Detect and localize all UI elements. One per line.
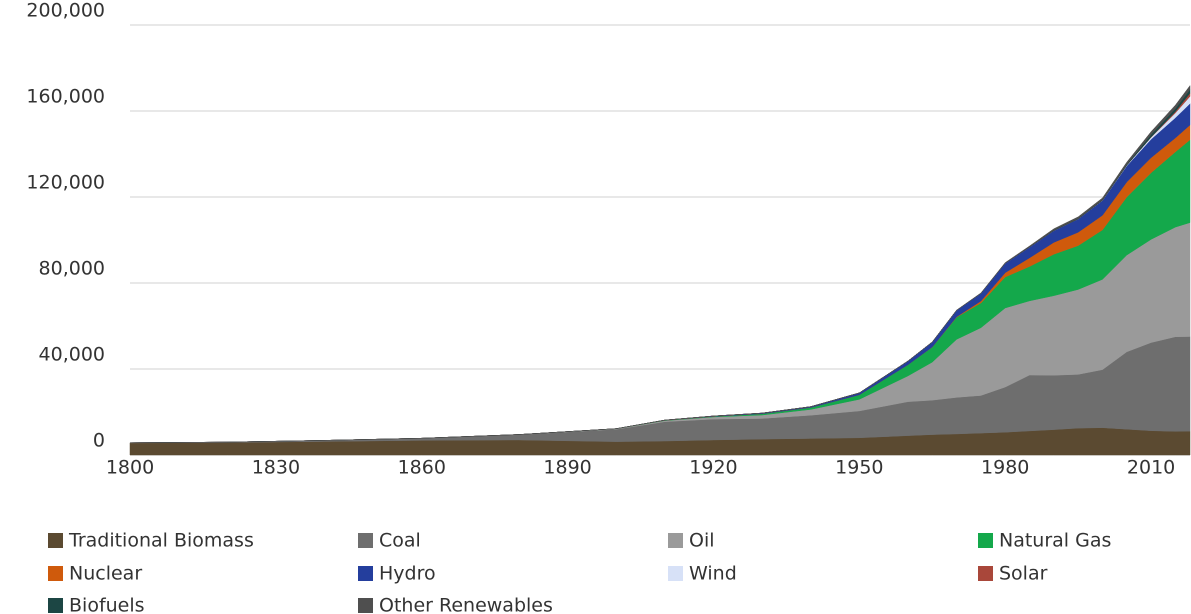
legend-label: Oil bbox=[689, 530, 715, 552]
legend-label: Solar bbox=[999, 563, 1048, 585]
x-tick-label: 1830 bbox=[252, 457, 300, 479]
legend-label: Wind bbox=[689, 563, 737, 585]
legend-label: Natural Gas bbox=[999, 530, 1111, 552]
legend-item: Solar bbox=[978, 563, 1048, 585]
legend-item: Hydro bbox=[358, 563, 436, 585]
legend-swatch bbox=[48, 598, 63, 613]
legend-label: Biofuels bbox=[69, 595, 145, 614]
legend-label: Hydro bbox=[379, 563, 436, 585]
legend-swatch bbox=[48, 566, 63, 581]
x-tick-label: 1800 bbox=[106, 457, 154, 479]
x-tick-label: 1950 bbox=[835, 457, 883, 479]
legend-label: Nuclear bbox=[69, 563, 142, 585]
x-tick-label: 2010 bbox=[1127, 457, 1175, 479]
y-tick-label: 200,000 bbox=[26, 0, 105, 22]
legend-swatch bbox=[978, 533, 993, 548]
legend-item: Biofuels bbox=[48, 595, 145, 614]
y-tick-label: 40,000 bbox=[39, 344, 105, 366]
area bbox=[129, 84, 1191, 443]
legend-item: Natural Gas bbox=[978, 530, 1111, 552]
legend-item: Nuclear bbox=[48, 563, 142, 585]
legend-label: Coal bbox=[379, 530, 421, 552]
legend-swatch bbox=[668, 566, 683, 581]
legend-swatch bbox=[978, 566, 993, 581]
x-tick-label: 1980 bbox=[981, 457, 1029, 479]
legend-item: Traditional Biomass bbox=[48, 530, 254, 552]
legend-swatch bbox=[48, 533, 63, 548]
x-tick-label: 1890 bbox=[543, 457, 591, 479]
legend-swatch bbox=[668, 533, 683, 548]
legend-item: Coal bbox=[358, 530, 421, 552]
legend-swatch bbox=[358, 533, 373, 548]
legend-swatch bbox=[358, 598, 373, 613]
x-tick-label: 1860 bbox=[398, 457, 446, 479]
x-tick-label: 1920 bbox=[689, 457, 737, 479]
y-tick-label: 80,000 bbox=[39, 258, 105, 280]
y-tick-label: 0 bbox=[93, 430, 105, 452]
y-tick-label: 120,000 bbox=[26, 172, 105, 194]
legend-swatch bbox=[358, 566, 373, 581]
legend-label: Traditional Biomass bbox=[68, 530, 254, 552]
legend-item: Wind bbox=[668, 563, 737, 585]
legend-label: Other Renewables bbox=[379, 595, 553, 614]
legend-item: Oil bbox=[668, 530, 715, 552]
y-tick-label: 160,000 bbox=[26, 86, 105, 108]
legend-item: Other Renewables bbox=[358, 595, 553, 614]
